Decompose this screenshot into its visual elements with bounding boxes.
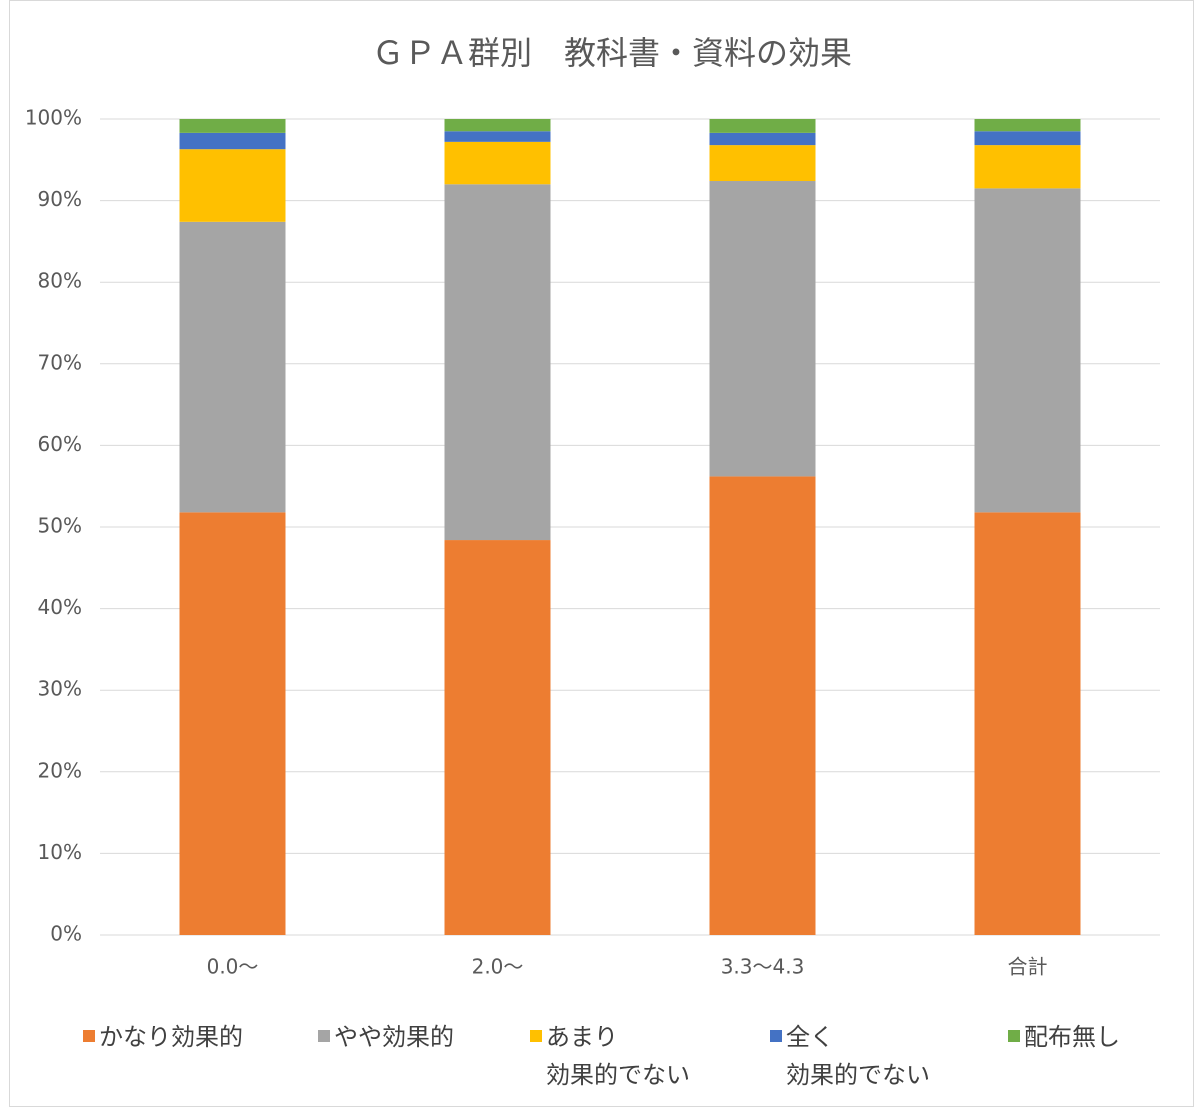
chart-title: ＧＰＡ群別 教科書・資料の効果 [372, 34, 852, 72]
bar-segment [709, 145, 816, 182]
legend-label: やや効果的 [334, 1023, 454, 1051]
bar-segment [444, 141, 551, 185]
bar-segment [179, 221, 286, 513]
legend-label: 全く 効果的でない [786, 1023, 930, 1089]
bar-segment [709, 181, 816, 477]
legend-swatch [83, 1030, 95, 1042]
legend-label: 配布無し [1024, 1023, 1120, 1051]
bar-segment [974, 145, 1081, 189]
bar-segment [179, 132, 286, 150]
bar-segment [179, 149, 286, 222]
bar-segment [444, 119, 551, 132]
y-tick-label: 50% [38, 514, 82, 538]
legend-swatch [530, 1030, 542, 1042]
bar-segment [709, 132, 816, 146]
y-tick-label: 90% [38, 187, 82, 211]
legend-swatch [318, 1030, 330, 1042]
y-tick-label: 30% [38, 677, 82, 701]
bar-segment [709, 119, 816, 133]
y-tick-label: 80% [38, 269, 82, 293]
x-tick-label: 3.3～4.3 [721, 955, 805, 979]
y-tick-label: 0% [50, 922, 82, 946]
y-tick-label: 40% [38, 595, 82, 619]
y-tick-label: 10% [38, 840, 82, 864]
x-tick-label: 合計 [1008, 955, 1048, 979]
legend-swatch [770, 1030, 782, 1042]
bar-segment [179, 512, 286, 935]
bar-segment [179, 119, 286, 133]
bar-segment [444, 184, 551, 541]
legend-label: あまり 効果的でない [546, 1023, 690, 1089]
y-tick-label: 20% [38, 758, 82, 782]
bar-segment [974, 119, 1081, 132]
y-tick-label: 60% [38, 432, 82, 456]
y-tick-label: 70% [38, 350, 82, 374]
bar-segment [444, 540, 551, 935]
legend-label: かなり効果的 [99, 1023, 243, 1051]
legend-swatch [1008, 1030, 1020, 1042]
bar-segment [444, 131, 551, 142]
bar-segment [709, 476, 816, 935]
bar-segment [974, 512, 1081, 935]
bar-segment [974, 188, 1081, 513]
bar-segment [974, 131, 1081, 146]
y-tick-label: 100% [25, 106, 82, 130]
x-tick-label: 0.0～ [207, 955, 259, 979]
x-tick-label: 2.0～ [472, 955, 524, 979]
